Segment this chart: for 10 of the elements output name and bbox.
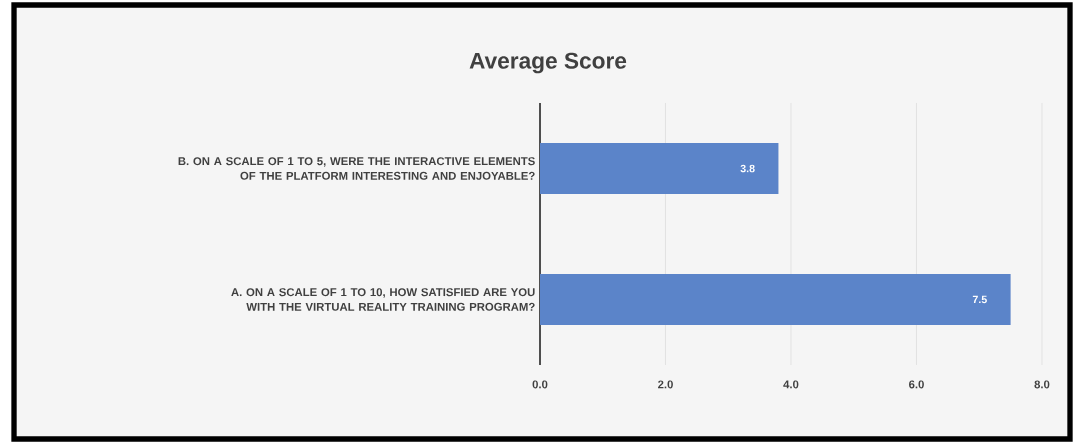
x-tick-label: 2.0	[658, 380, 673, 389]
data-label: 3.8	[740, 164, 755, 173]
y-tick-label: A. ON A SCALE OF 1 TO 10, HOW SATISFIED ARE YOU WITH THE VIRTUAL REALITY TRAINING PROGRAM?	[231, 288, 535, 311]
data-label: 7.5	[972, 295, 987, 304]
chart-title: Average Score	[469, 52, 627, 74]
x-tick-label: 6.0	[909, 380, 924, 389]
x-tick-label: 4.0	[783, 380, 799, 389]
x-tick-label: 8.0	[1034, 380, 1050, 389]
x-tick-label: 0.0	[532, 380, 548, 389]
y-tick-label: B. ON A SCALE OF 1 TO 5, WERE THE INTERACTIVE ELEMENTS OF THE PLATFORM INTERESTING AND ENJOYABLE?	[178, 157, 535, 180]
